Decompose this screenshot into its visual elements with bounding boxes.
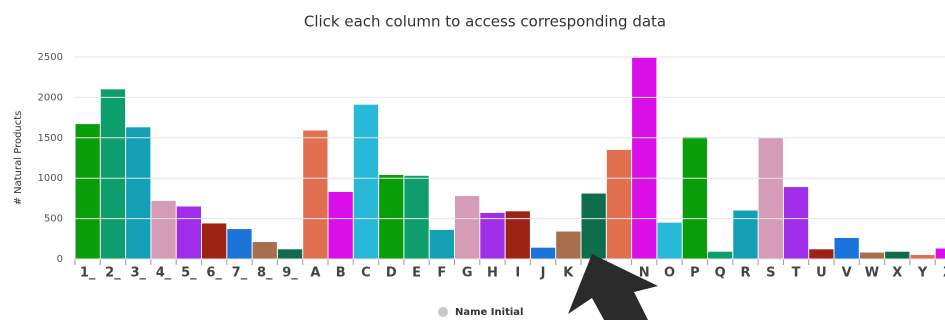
x-tick-label: 4_ [156, 266, 172, 281]
x-tick-label: U [816, 266, 827, 281]
bar[interactable] [303, 130, 328, 259]
x-tick-label: J [540, 266, 546, 281]
y-axis-label: # Natural Products [13, 111, 24, 206]
bar[interactable] [505, 211, 530, 259]
bar[interactable] [859, 252, 885, 259]
bar[interactable] [530, 247, 556, 259]
legend-label[interactable]: Name Initial [455, 307, 523, 318]
y-tick-label: 1500 [38, 133, 63, 144]
bar[interactable] [606, 149, 632, 259]
legend-marker[interactable] [438, 307, 448, 317]
chart-title: Click each column to access correspondin… [304, 13, 666, 31]
bar[interactable] [809, 249, 834, 259]
bar[interactable] [783, 187, 809, 259]
pointer-arrow [568, 254, 658, 320]
bar[interactable] [657, 222, 682, 259]
x-tick-label: E [412, 266, 421, 281]
bar[interactable] [404, 175, 429, 259]
x-tick-label: Q [715, 266, 726, 281]
x-tick-label: W [865, 266, 879, 281]
bar[interactable] [100, 89, 126, 259]
x-tick-label: X [892, 266, 902, 281]
x-tick-label: Z [943, 266, 945, 281]
x-tick-label: B [336, 266, 346, 281]
bar[interactable] [176, 206, 201, 259]
bar[interactable] [277, 249, 303, 259]
x-tick-label: 8_ [257, 266, 273, 281]
x-tick-label: 1_ [80, 266, 96, 281]
bar[interactable] [227, 229, 252, 259]
bar[interactable] [126, 127, 151, 260]
x-tick-label: S [766, 266, 775, 281]
x-tick-label: R [740, 266, 750, 281]
bar[interactable] [632, 57, 657, 259]
x-tick-label: 3_ [130, 266, 146, 281]
y-tick-label: 2000 [38, 92, 63, 103]
x-tick-label: Y [917, 266, 928, 281]
bar[interactable] [581, 193, 606, 259]
bar[interactable] [429, 229, 454, 259]
bar[interactable] [202, 223, 227, 259]
x-tick-label: V [842, 266, 852, 281]
x-tick-label: P [690, 266, 700, 281]
x-tick-label: N [639, 266, 650, 281]
x-tick-label: I [515, 266, 520, 281]
y-tick-label: 1000 [38, 173, 63, 184]
bar[interactable] [455, 195, 480, 259]
bar[interactable] [353, 104, 379, 259]
bar[interactable] [834, 237, 859, 259]
bar[interactable] [935, 248, 945, 259]
x-tick-label: 5_ [181, 266, 197, 281]
y-tick-label: 2500 [38, 52, 63, 63]
x-tick-label: K [563, 266, 574, 281]
bar[interactable] [379, 174, 404, 259]
x-tick-label: 7_ [232, 266, 248, 281]
bar[interactable] [885, 251, 910, 259]
bar[interactable] [682, 136, 707, 259]
bar[interactable] [758, 137, 783, 259]
y-tick-label: 0 [57, 254, 63, 265]
bar[interactable] [556, 231, 581, 259]
bar[interactable] [252, 242, 277, 259]
x-tick-label: O [664, 266, 675, 281]
bar[interactable] [708, 251, 733, 259]
x-tick-label: H [487, 266, 498, 281]
bar[interactable] [75, 124, 100, 260]
x-tick-label: 6_ [206, 266, 222, 281]
x-tick-label: C [361, 266, 371, 281]
x-tick-label: T [792, 266, 801, 281]
y-tick-label: 500 [44, 214, 63, 225]
bar[interactable] [480, 212, 505, 259]
x-tick-label: A [310, 266, 320, 281]
x-tick-label: D [386, 266, 397, 281]
bar[interactable] [733, 210, 758, 259]
bar[interactable] [910, 254, 935, 259]
x-tick-label: G [462, 266, 473, 281]
x-tick-label: 9_ [282, 266, 298, 281]
bar[interactable] [328, 191, 353, 259]
x-tick-label: F [437, 266, 446, 281]
bar[interactable] [151, 200, 176, 259]
x-tick-label: 2_ [105, 266, 121, 281]
